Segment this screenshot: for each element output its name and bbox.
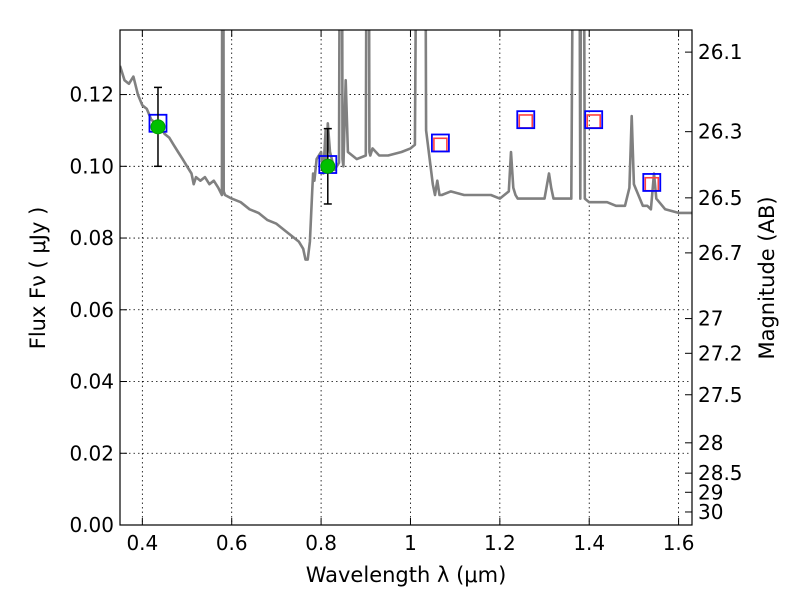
y-tick-label: 0.06 [69,298,114,322]
y-tick-label: 0.00 [69,513,114,537]
x-tick-label: 1.6 [663,531,695,555]
x-tick-label: 1.2 [484,531,516,555]
model-photometry-marker [431,133,450,153]
right-tick-label: 29 [698,480,723,504]
y-tick-label: 0.02 [69,441,114,465]
right-tick-label: 26.5 [698,186,743,210]
y-tick-label: 0.10 [69,154,114,178]
x-tick-label: 1 [404,531,417,555]
grid [120,30,692,526]
observed-flux-point [150,119,166,135]
x-tick-label: 0.4 [126,531,158,555]
model-photometry-marker [516,110,536,130]
x-tick-label: 0.6 [216,531,248,555]
right-tick-label: 30 [698,500,723,524]
x-axis-label: Wavelength λ (μm) [306,563,507,587]
observed-flux-point [320,158,336,174]
right-axis-label: Magnitude (AB) [755,196,779,359]
y-tick-label: 0.04 [69,370,114,394]
y-tick-label: 0.08 [69,226,114,250]
model-spectrum-line [120,30,692,261]
right-tick-label: 28.5 [698,461,743,485]
x-tick-label: 0.8 [305,531,337,555]
nondetection-marker [518,114,534,129]
plot-frame [119,29,693,526]
marker-layer [148,86,662,205]
right-tick-label: 26.7 [698,241,743,265]
tick-layer: 0.4 0.6 0.8 1 1.2 1.4 1.6 0.00 0.02 0.04 0.06 0.08 0… [69,30,743,555]
right-tick-label: 26.3 [698,120,743,144]
right-tick-label: 28 [698,431,723,455]
model-photometry-marker [584,110,604,130]
y-axis-label: Flux Fν ( μJy ) [26,207,50,350]
model-photometry-marker [642,173,662,192]
x-tick-label: 1.4 [573,531,605,555]
right-tick-label: 27.5 [698,383,743,407]
right-tick-label: 26.1 [698,40,743,64]
nondetection-marker [433,137,448,153]
y-tick-label: 0.12 [69,83,114,107]
data-layer [120,30,692,261]
right-tick-label: 27.2 [698,341,743,365]
right-tick-label: 27 [698,307,723,331]
